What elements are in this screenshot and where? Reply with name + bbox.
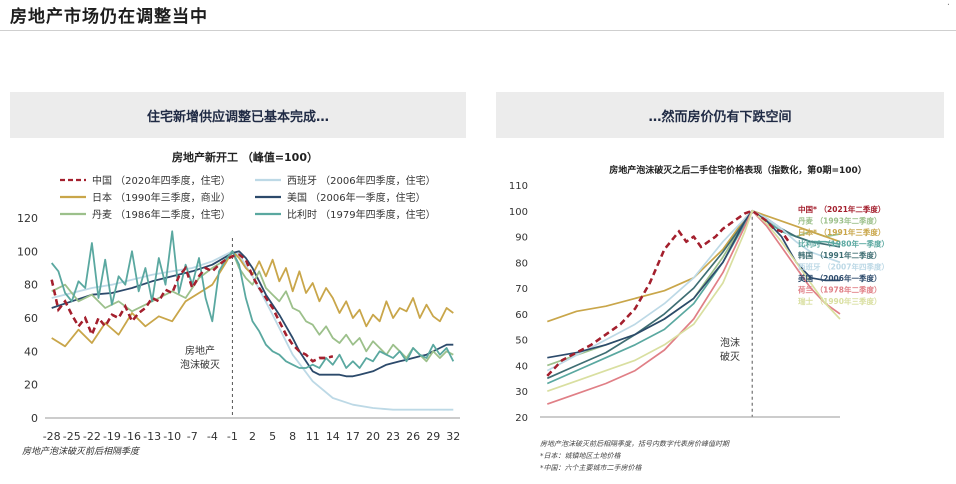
right-legend-label: 日本* （1991年三季度） bbox=[798, 227, 885, 237]
left-x-tick-label: 5 bbox=[269, 430, 276, 443]
left-x-tick-label: 2 bbox=[249, 430, 256, 443]
right-chart: 房地产泡沫破灭之后二手住宅价格表现（指数化，第0期=100） 20 30 40 50 6… bbox=[509, 164, 889, 472]
right-chart-annotation-line-2: 破灭 bbox=[720, 350, 740, 363]
left-x-tick-label: -28 bbox=[43, 430, 61, 443]
left-x-tick-label: -7 bbox=[187, 430, 198, 443]
left-chart-annotation-line-2: 泡沫破灭 bbox=[180, 358, 220, 371]
left-x-tick-label: 17 bbox=[346, 430, 360, 443]
right-y-tick-label: 40 bbox=[515, 361, 528, 372]
left-x-tick-label: 8 bbox=[289, 430, 296, 443]
right-y-tick-label: 30 bbox=[515, 387, 528, 398]
left-chart-title: 房地产新开工 （峰值=100） bbox=[172, 150, 318, 164]
right-legend-label: 中国* （2021年二季度） bbox=[798, 204, 885, 214]
left-x-tick-label: 29 bbox=[426, 430, 440, 443]
left-x-tick-label: 23 bbox=[386, 430, 400, 443]
left-x-tick-label: -25 bbox=[63, 430, 81, 443]
left-series-line-5 bbox=[50, 230, 455, 369]
right-legend-label: 比利时 （1980年一季度） bbox=[798, 239, 889, 249]
left-chart-legend: 中国 （2020年四季度，住宅） 西班牙 （2006年四季度，住宅） 日本 （199… bbox=[60, 174, 436, 221]
left-series-line-2 bbox=[51, 250, 454, 348]
right-chart-legend: 中国* （2021年二季度） 丹麦 （1993年二季度）日本* （1991年三季度… bbox=[797, 204, 889, 306]
right-legend-label: 西班牙 （2007年四季度） bbox=[798, 262, 889, 272]
left-legend-label: 日本 （1990年三季度，商业） bbox=[92, 191, 231, 204]
left-y-tick-label: 80 bbox=[24, 279, 38, 292]
right-y-tick-label: 80 bbox=[515, 258, 528, 269]
left-x-tick-label: -4 bbox=[207, 430, 218, 443]
right-legend-label: 荷兰 （1978年二季度） bbox=[797, 285, 882, 295]
right-chart-axes: 20 30 40 50 60 70 80 90 100 110 bbox=[509, 181, 840, 424]
left-y-tick-label: 60 bbox=[24, 312, 38, 325]
corner-mark: · bbox=[946, 0, 950, 11]
left-chart-plot bbox=[50, 230, 455, 418]
right-legend-label: 丹麦 （1993年二季度） bbox=[798, 216, 882, 226]
right-series-line-7 bbox=[547, 209, 841, 405]
left-y-tick-label: 20 bbox=[24, 379, 38, 392]
right-panel-header: …然而房价仍有下跌空间 bbox=[496, 92, 944, 138]
left-x-tick-label: -10 bbox=[163, 430, 181, 443]
left-x-tick-label: -1 bbox=[227, 430, 238, 443]
right-y-tick-label: 70 bbox=[515, 284, 528, 295]
left-panel-header: 住宅新增供应调整已基本完成… bbox=[10, 92, 466, 138]
right-chart-annotation-line-1: 泡沫 bbox=[720, 336, 740, 349]
right-series-line-5 bbox=[546, 209, 841, 372]
left-x-tick-label: -13 bbox=[143, 430, 161, 443]
left-x-tick-label: -22 bbox=[83, 430, 101, 443]
right-legend-label: 美国 （2006年一季度） bbox=[798, 273, 882, 283]
left-y-tick-label: 0 bbox=[31, 412, 38, 425]
page-title: 房地产市场仍在调整当中 bbox=[10, 7, 208, 27]
right-y-tick-label: 20 bbox=[515, 413, 528, 424]
left-legend-label: 中国 （2020年四季度，住宅） bbox=[92, 174, 231, 187]
left-x-tick-label: 26 bbox=[406, 430, 420, 443]
left-chart-annotation-line-1: 房地产 bbox=[185, 344, 215, 357]
left-x-tick-label: 14 bbox=[326, 430, 340, 443]
left-chart-footnote: 房地产泡沫破灭前后相隔季度 bbox=[22, 446, 141, 457]
right-y-tick-label: 50 bbox=[515, 336, 528, 347]
right-y-tick-label: 100 bbox=[509, 207, 528, 218]
left-series-line-china-top bbox=[50, 253, 334, 363]
right-legend-label: 瑞士 （1990年三季度） bbox=[798, 296, 882, 306]
right-y-tick-label: 90 bbox=[515, 233, 528, 244]
left-legend-label: 西班牙 （2006年四季度，住宅） bbox=[287, 174, 436, 187]
left-x-tick-label: -16 bbox=[123, 430, 141, 443]
left-series-line-1 bbox=[51, 250, 454, 411]
left-y-tick-label: 100 bbox=[17, 245, 38, 258]
left-legend-label: 丹麦 （1986年二季度，住宅） bbox=[92, 208, 231, 221]
right-chart-footnote-3: *中国：六个主要城市二手房价格 bbox=[540, 464, 642, 472]
right-chart-plot bbox=[546, 209, 841, 417]
left-chart: 房地产新开工 （峰值=100） 中国 （2020年四季度，住宅） 西班牙 （200… bbox=[17, 150, 460, 457]
left-y-tick-label: 120 bbox=[17, 212, 38, 225]
right-series-line-china-top bbox=[546, 209, 790, 377]
right-series-line-8 bbox=[547, 209, 841, 393]
left-x-tick-label: 11 bbox=[306, 430, 320, 443]
left-x-tick-label: 20 bbox=[366, 430, 380, 443]
left-chart-axes: 0 20 40 60 80 100 120 -28 -25 -22 -19 -16 -13 -10 -7 -4… bbox=[17, 212, 460, 443]
right-legend-label: 韩国 （1991年二季度） bbox=[798, 250, 882, 260]
right-chart-footnote-1: 房地产泡沫破灭前后相隔季度，括号内数字代表房价峰值时期 bbox=[540, 440, 730, 448]
right-series-line-6 bbox=[547, 209, 840, 359]
right-y-tick-label: 60 bbox=[515, 310, 528, 321]
right-chart-title: 房地产泡沫破灭之后二手住宅价格表现（指数化，第0期=100） bbox=[609, 164, 867, 176]
right-y-tick-label: 110 bbox=[509, 181, 528, 192]
right-chart-footnote-2: *日本：城镇地区土地价格 bbox=[540, 452, 621, 460]
left-legend-label: 美国 （2006年一季度，住宅） bbox=[287, 191, 426, 204]
left-legend-label: 比利时 （1979年四季度，住宅） bbox=[287, 208, 436, 221]
left-x-tick-label: -19 bbox=[103, 430, 121, 443]
left-x-tick-label: 32 bbox=[446, 430, 460, 443]
left-y-tick-label: 40 bbox=[24, 345, 38, 358]
title-divider bbox=[0, 30, 956, 31]
